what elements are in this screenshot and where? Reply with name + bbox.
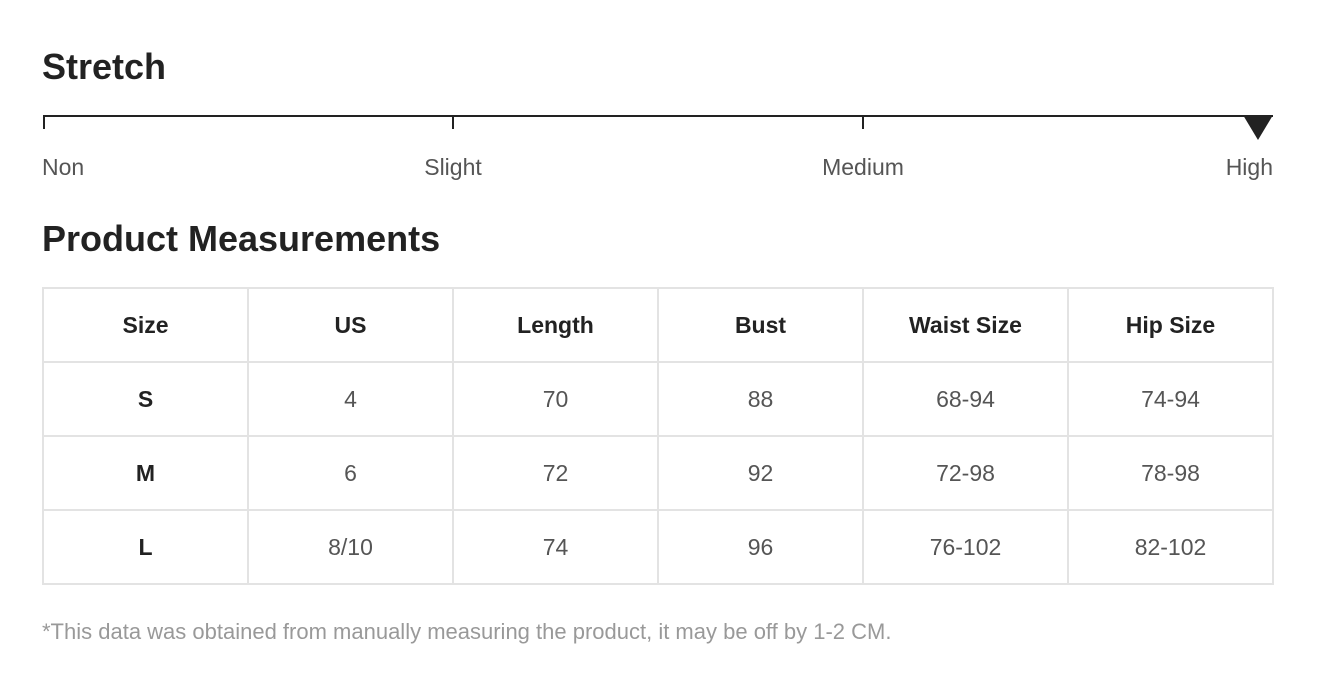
table-cell: 76-102 xyxy=(862,509,1069,585)
column-header: Bust xyxy=(657,287,864,363)
table-cell: 8/10 xyxy=(247,509,454,585)
stretch-label-medium: Medium xyxy=(822,154,904,180)
table-row: L 8/10 74 96 76-102 82-102 xyxy=(42,509,1274,585)
measurements-table: Size US Length Bust Waist Size Hip Size S 4 70 8… xyxy=(42,287,1274,585)
table-cell: 4 xyxy=(247,361,454,437)
stretch-selected-marker-icon xyxy=(1243,115,1273,140)
size-cell: L xyxy=(42,509,249,585)
table-cell: 6 xyxy=(247,435,454,511)
table-row: M 6 72 92 72-98 78-98 xyxy=(42,435,1274,511)
table-cell: 82-102 xyxy=(1067,509,1274,585)
column-header: Size xyxy=(42,287,249,363)
column-header: Hip Size xyxy=(1067,287,1274,363)
stretch-tick xyxy=(43,115,45,129)
stretch-label-high: High xyxy=(1225,154,1273,180)
size-cell: M xyxy=(42,435,249,511)
table-header-row: Size US Length Bust Waist Size Hip Size xyxy=(42,287,1274,363)
stretch-scale-line xyxy=(43,115,1273,117)
table-cell: 74-94 xyxy=(1067,361,1274,437)
column-header: US xyxy=(247,287,454,363)
table-body: S 4 70 88 68-94 74-94 M 6 72 92 72-98 78-98 L 8/10 74 9… xyxy=(42,361,1274,585)
measurement-footnote: *This data was obtained from manually me… xyxy=(42,619,892,644)
product-measurements-title: Product Measurements xyxy=(42,218,441,259)
size-cell: S xyxy=(42,361,249,437)
table-row: S 4 70 88 68-94 74-94 xyxy=(42,361,1274,437)
stretch-title: Stretch xyxy=(42,46,167,87)
table-cell: 88 xyxy=(657,361,864,437)
stretch-scale: Non Slight Medium High xyxy=(42,106,1273,188)
stretch-label-non: Non xyxy=(42,154,85,180)
table-cell: 72-98 xyxy=(862,435,1069,511)
table-cell: 92 xyxy=(657,435,864,511)
table-cell: 74 xyxy=(452,509,659,585)
column-header: Length xyxy=(452,287,659,363)
table-cell: 68-94 xyxy=(862,361,1069,437)
column-header: Waist Size xyxy=(862,287,1069,363)
stretch-label-slight: Slight xyxy=(424,154,482,180)
table-cell: 78-98 xyxy=(1067,435,1274,511)
table-cell: 96 xyxy=(657,509,864,585)
table-cell: 70 xyxy=(452,361,659,437)
stretch-tick xyxy=(862,115,864,129)
table-cell: 72 xyxy=(452,435,659,511)
stretch-tick xyxy=(452,115,454,129)
